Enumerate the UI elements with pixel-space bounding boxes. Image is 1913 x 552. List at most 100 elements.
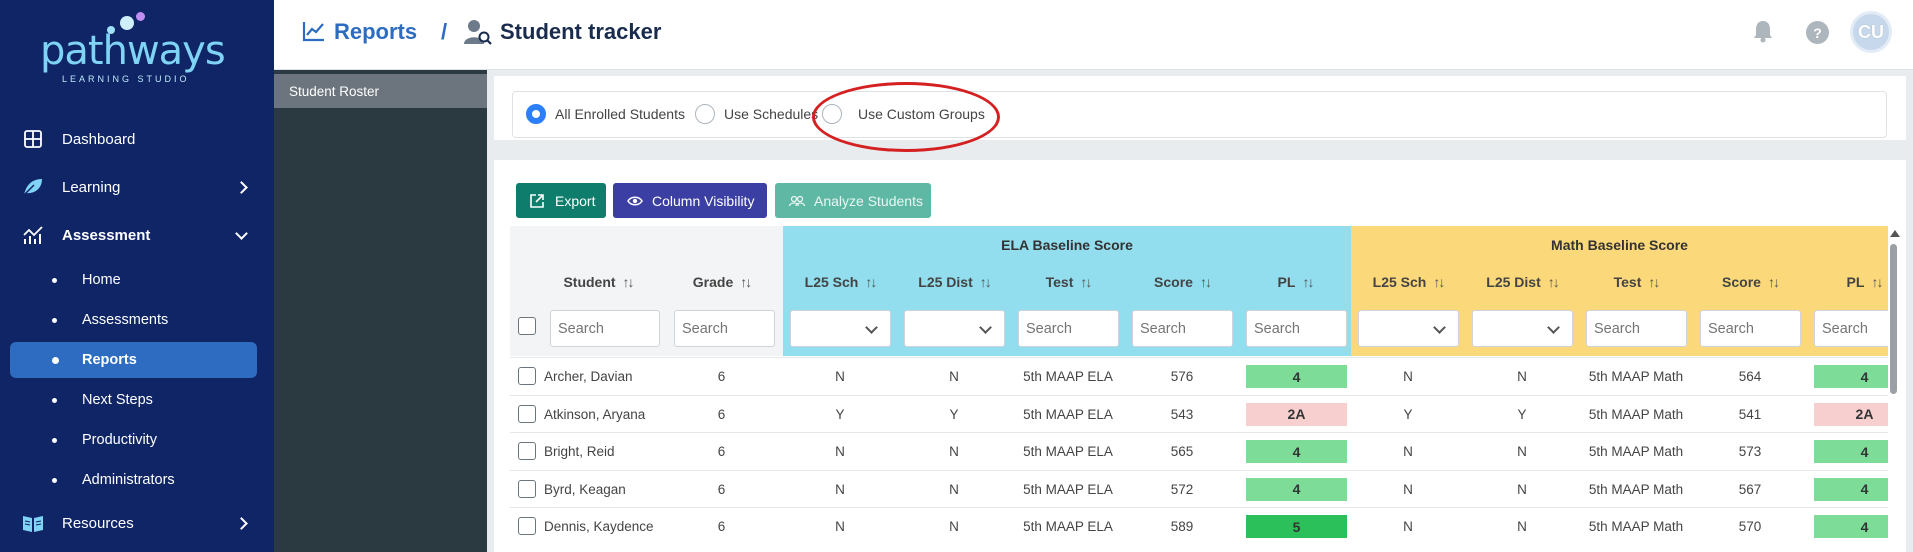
scrollbar-thumb[interactable] xyxy=(1890,244,1897,394)
col-grade[interactable]: Grade ↑↓ xyxy=(660,263,783,301)
export-button[interactable]: Export xyxy=(516,183,606,218)
sort-icon[interactable]: ↑↓ xyxy=(1302,274,1314,290)
math-l25-sch-select[interactable] xyxy=(1358,310,1459,347)
sort-icon[interactable]: ↑↓ xyxy=(865,274,877,290)
help-icon[interactable]: ? xyxy=(1806,21,1829,44)
col-math-score[interactable]: Score ↑↓ xyxy=(1693,263,1807,301)
math-l25dist-cell: Y xyxy=(1517,406,1527,422)
sidebar-item-label: Assessment xyxy=(62,226,151,244)
col-student[interactable]: Student ↑↓ xyxy=(536,263,660,301)
column-visibility-button[interactable]: Column Visibility xyxy=(613,183,767,218)
ela-pl-search-input[interactable] xyxy=(1246,310,1347,347)
col-math-test[interactable]: Test ↑↓ xyxy=(1579,263,1693,301)
pl-badge: 5 xyxy=(1246,515,1347,538)
col-ela-score[interactable]: Score ↑↓ xyxy=(1125,263,1239,301)
col-label: PL xyxy=(1277,274,1296,290)
sort-icon[interactable]: ↑↓ xyxy=(1433,274,1445,290)
sort-icon[interactable]: ↑↓ xyxy=(1547,274,1560,290)
table-row[interactable]: Byrd, Keagan 6 N N 5th MAAP ELA 572 4 N N 5th MAA… xyxy=(510,469,1888,507)
math-score-cell: 570 xyxy=(1738,519,1762,534)
sort-icon[interactable]: ↑↓ xyxy=(1080,274,1092,290)
sidebar-subitem-home[interactable]: Home xyxy=(10,262,257,298)
student-cell: Byrd, Keagan xyxy=(544,481,626,497)
col-ela-l25-dist[interactable]: L25 Dist ↑↓ xyxy=(897,263,1011,301)
select-all-checkbox[interactable] xyxy=(518,317,536,335)
sidebar-item-learning[interactable]: Learning xyxy=(0,168,274,206)
radio-all-enrolled[interactable]: All Enrolled Students xyxy=(526,104,685,124)
row-checkbox[interactable] xyxy=(518,442,536,460)
row-checkbox[interactable] xyxy=(518,404,536,423)
bell-icon[interactable] xyxy=(1751,19,1775,43)
col-label: L25 Sch xyxy=(804,274,859,290)
table-row[interactable]: Archer, Davian 6 N N 5th MAAP ELA 576 4 N N 5th M… xyxy=(510,357,1888,394)
student-roster-tab[interactable]: Student Roster xyxy=(274,74,487,108)
radio-button[interactable] xyxy=(695,104,715,124)
grid-icon xyxy=(22,128,44,150)
radio-button[interactable] xyxy=(526,104,546,124)
math-l25dist-cell: N xyxy=(1517,369,1527,384)
logo-subtitle: LEARNING STUDIO xyxy=(62,74,190,84)
sort-icon[interactable]: ↑↓ xyxy=(1648,274,1660,290)
analyze-students-button[interactable]: Analyze Students xyxy=(775,183,931,218)
pathways-logo[interactable]: pathways LEARNING STUDIO xyxy=(40,10,230,85)
scroll-up-arrow-icon[interactable] xyxy=(1890,230,1900,237)
report-subnav: Student Roster xyxy=(274,70,487,552)
math-l25-dist-select[interactable] xyxy=(1472,310,1573,347)
math-test-search-input[interactable] xyxy=(1586,310,1687,347)
ela-l25-dist-select[interactable] xyxy=(904,310,1005,347)
sidebar-subitem-administrators[interactable]: Administrators xyxy=(10,462,257,498)
pl-badge: 4 xyxy=(1246,440,1347,463)
table-row[interactable]: Bright, Reid 6 N N 5th MAAP ELA 565 4 N N 5th MAA… xyxy=(510,432,1888,469)
sidebar-subitem-assessments[interactable]: Assessments xyxy=(10,302,257,338)
ela-score-search-input[interactable] xyxy=(1132,310,1233,347)
sort-icon[interactable]: ↑↓ xyxy=(1871,274,1883,290)
users-icon xyxy=(789,193,805,209)
student-search-input[interactable] xyxy=(550,310,660,347)
ela-score-cell: 543 xyxy=(1170,406,1194,422)
col-math-l25-dist[interactable]: L25 Dist ↑↓ xyxy=(1465,263,1579,301)
sidebar-subitem-productivity[interactable]: Productivity xyxy=(10,422,257,458)
row-checkbox[interactable] xyxy=(518,479,536,498)
ela-score-cell: 576 xyxy=(1170,369,1194,384)
radio-use-schedules[interactable]: Use Schedules xyxy=(695,104,818,124)
vertical-scrollbar[interactable] xyxy=(1888,230,1900,552)
table-row[interactable]: Dennis, Kaydence 6 N N 5th MAAP ELA 589 5 N N 5th… xyxy=(510,507,1888,544)
radio-label: Use Schedules xyxy=(724,106,819,122)
sidebar-item-dashboard[interactable]: Dashboard xyxy=(0,120,274,158)
ela-score-cell: 565 xyxy=(1170,444,1194,459)
col-math-pl[interactable]: PL ↑↓ xyxy=(1807,263,1888,301)
ela-test-search-input[interactable] xyxy=(1018,310,1119,347)
sidebar-item-label: Resources xyxy=(62,514,134,532)
sort-icon[interactable]: ↑↓ xyxy=(1199,274,1212,290)
breadcrumb-reports[interactable]: Reports xyxy=(334,19,418,44)
ela-l25sch-cell: N xyxy=(835,481,845,497)
sort-icon[interactable]: ↑↓ xyxy=(622,274,635,290)
col-ela-test[interactable]: Test ↑↓ xyxy=(1011,263,1125,301)
sort-icon[interactable]: ↑↓ xyxy=(740,274,752,290)
sidebar-item-assessment[interactable]: Assessment xyxy=(0,216,274,254)
ela-l25-sch-select[interactable] xyxy=(790,310,891,347)
math-pl-search-input[interactable] xyxy=(1814,310,1888,347)
col-label: Student xyxy=(563,274,616,290)
chevron-right-icon xyxy=(235,180,248,194)
chevron-right-icon xyxy=(235,516,248,530)
bullet-icon xyxy=(52,397,57,403)
math-score-cell: 541 xyxy=(1738,406,1762,422)
sort-icon[interactable]: ↑↓ xyxy=(1767,274,1780,290)
sidebar-item-resources[interactable]: Resources xyxy=(0,504,274,542)
col-math-l25-sch[interactable]: L25 Sch ↑↓ xyxy=(1351,263,1465,301)
table-row[interactable]: Atkinson, Aryana 6 Y Y 5th MAAP ELA 543 2A Y Y 5t… xyxy=(510,394,1888,432)
avatar[interactable]: CU xyxy=(1850,11,1892,53)
col-label: Test xyxy=(1613,274,1642,290)
grade-search-input[interactable] xyxy=(674,310,775,347)
sort-icon[interactable]: ↑↓ xyxy=(979,274,992,290)
math-l25sch-cell: N xyxy=(1403,481,1413,497)
col-label: L25 Dist xyxy=(1486,274,1541,290)
row-checkbox[interactable] xyxy=(518,517,536,535)
sidebar-subitem-reports[interactable]: Reports xyxy=(10,342,257,378)
col-ela-l25-sch[interactable]: L25 Sch ↑↓ xyxy=(783,263,897,301)
col-ela-pl[interactable]: PL ↑↓ xyxy=(1239,263,1351,301)
math-score-search-input[interactable] xyxy=(1700,310,1801,347)
row-checkbox[interactable] xyxy=(518,367,536,385)
sidebar-subitem-next-steps[interactable]: Next Steps xyxy=(10,382,257,418)
